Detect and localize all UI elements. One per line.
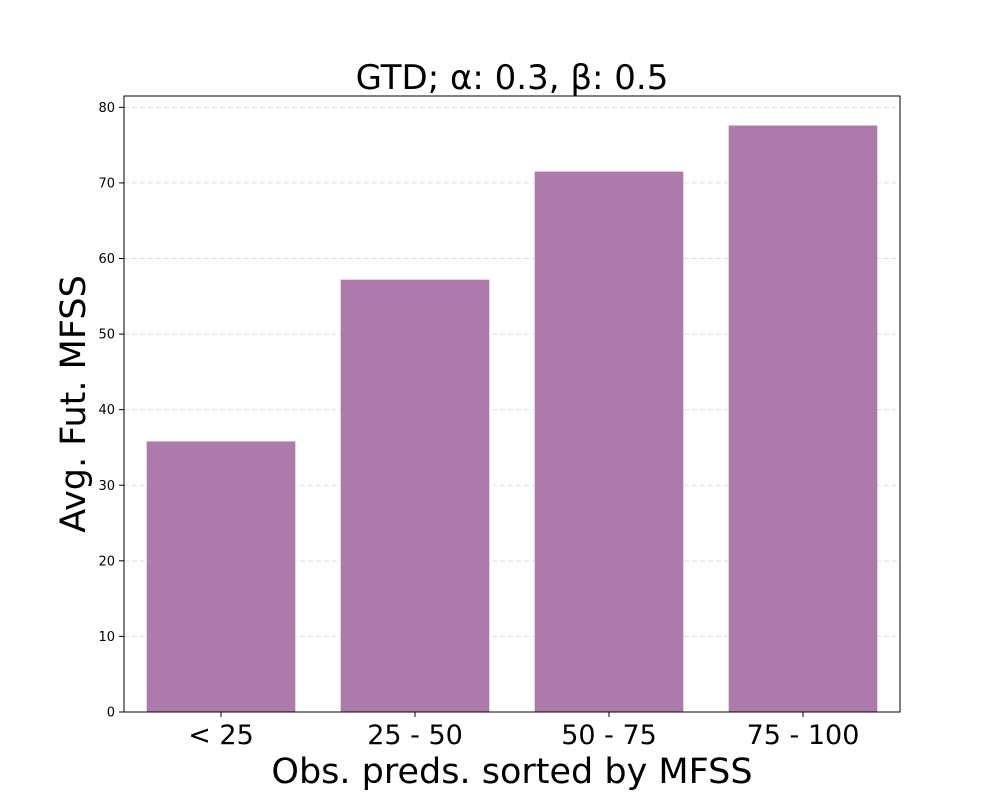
bar [146,441,296,712]
y-tick-label: 40 [98,403,115,418]
y-axis-ticks: 0 10 20 30 40 50 60 70 80 [98,101,124,721]
x-tick-label: < 25 [188,720,254,751]
x-tick-label: 25 - 50 [367,720,463,751]
y-tick-label: 30 [98,479,115,494]
x-axis-ticks: < 25 25 - 50 50 - 75 75 - 100 [188,712,859,751]
bars [146,125,878,713]
y-tick-label: 60 [98,252,115,267]
chart-title: GTD; α: 0.3, β: 0.5 [356,58,669,98]
y-axis-title: Avg. Fut. MFSS [54,275,94,533]
y-tick-label: 80 [98,101,115,116]
bar [728,125,878,713]
y-tick-label: 0 [107,706,115,721]
y-tick-label: 70 [98,176,115,191]
x-tick-label: 75 - 100 [747,720,860,751]
y-tick-label: 10 [98,630,115,645]
plot-frame [123,95,901,713]
bar [534,171,684,712]
y-tick-label: 20 [98,554,115,569]
x-tick-label: 50 - 75 [561,720,657,751]
bar [340,279,490,712]
y-tick-label: 50 [98,328,115,343]
x-axis-title: Obs. preds. sorted by MFSS [271,752,752,792]
